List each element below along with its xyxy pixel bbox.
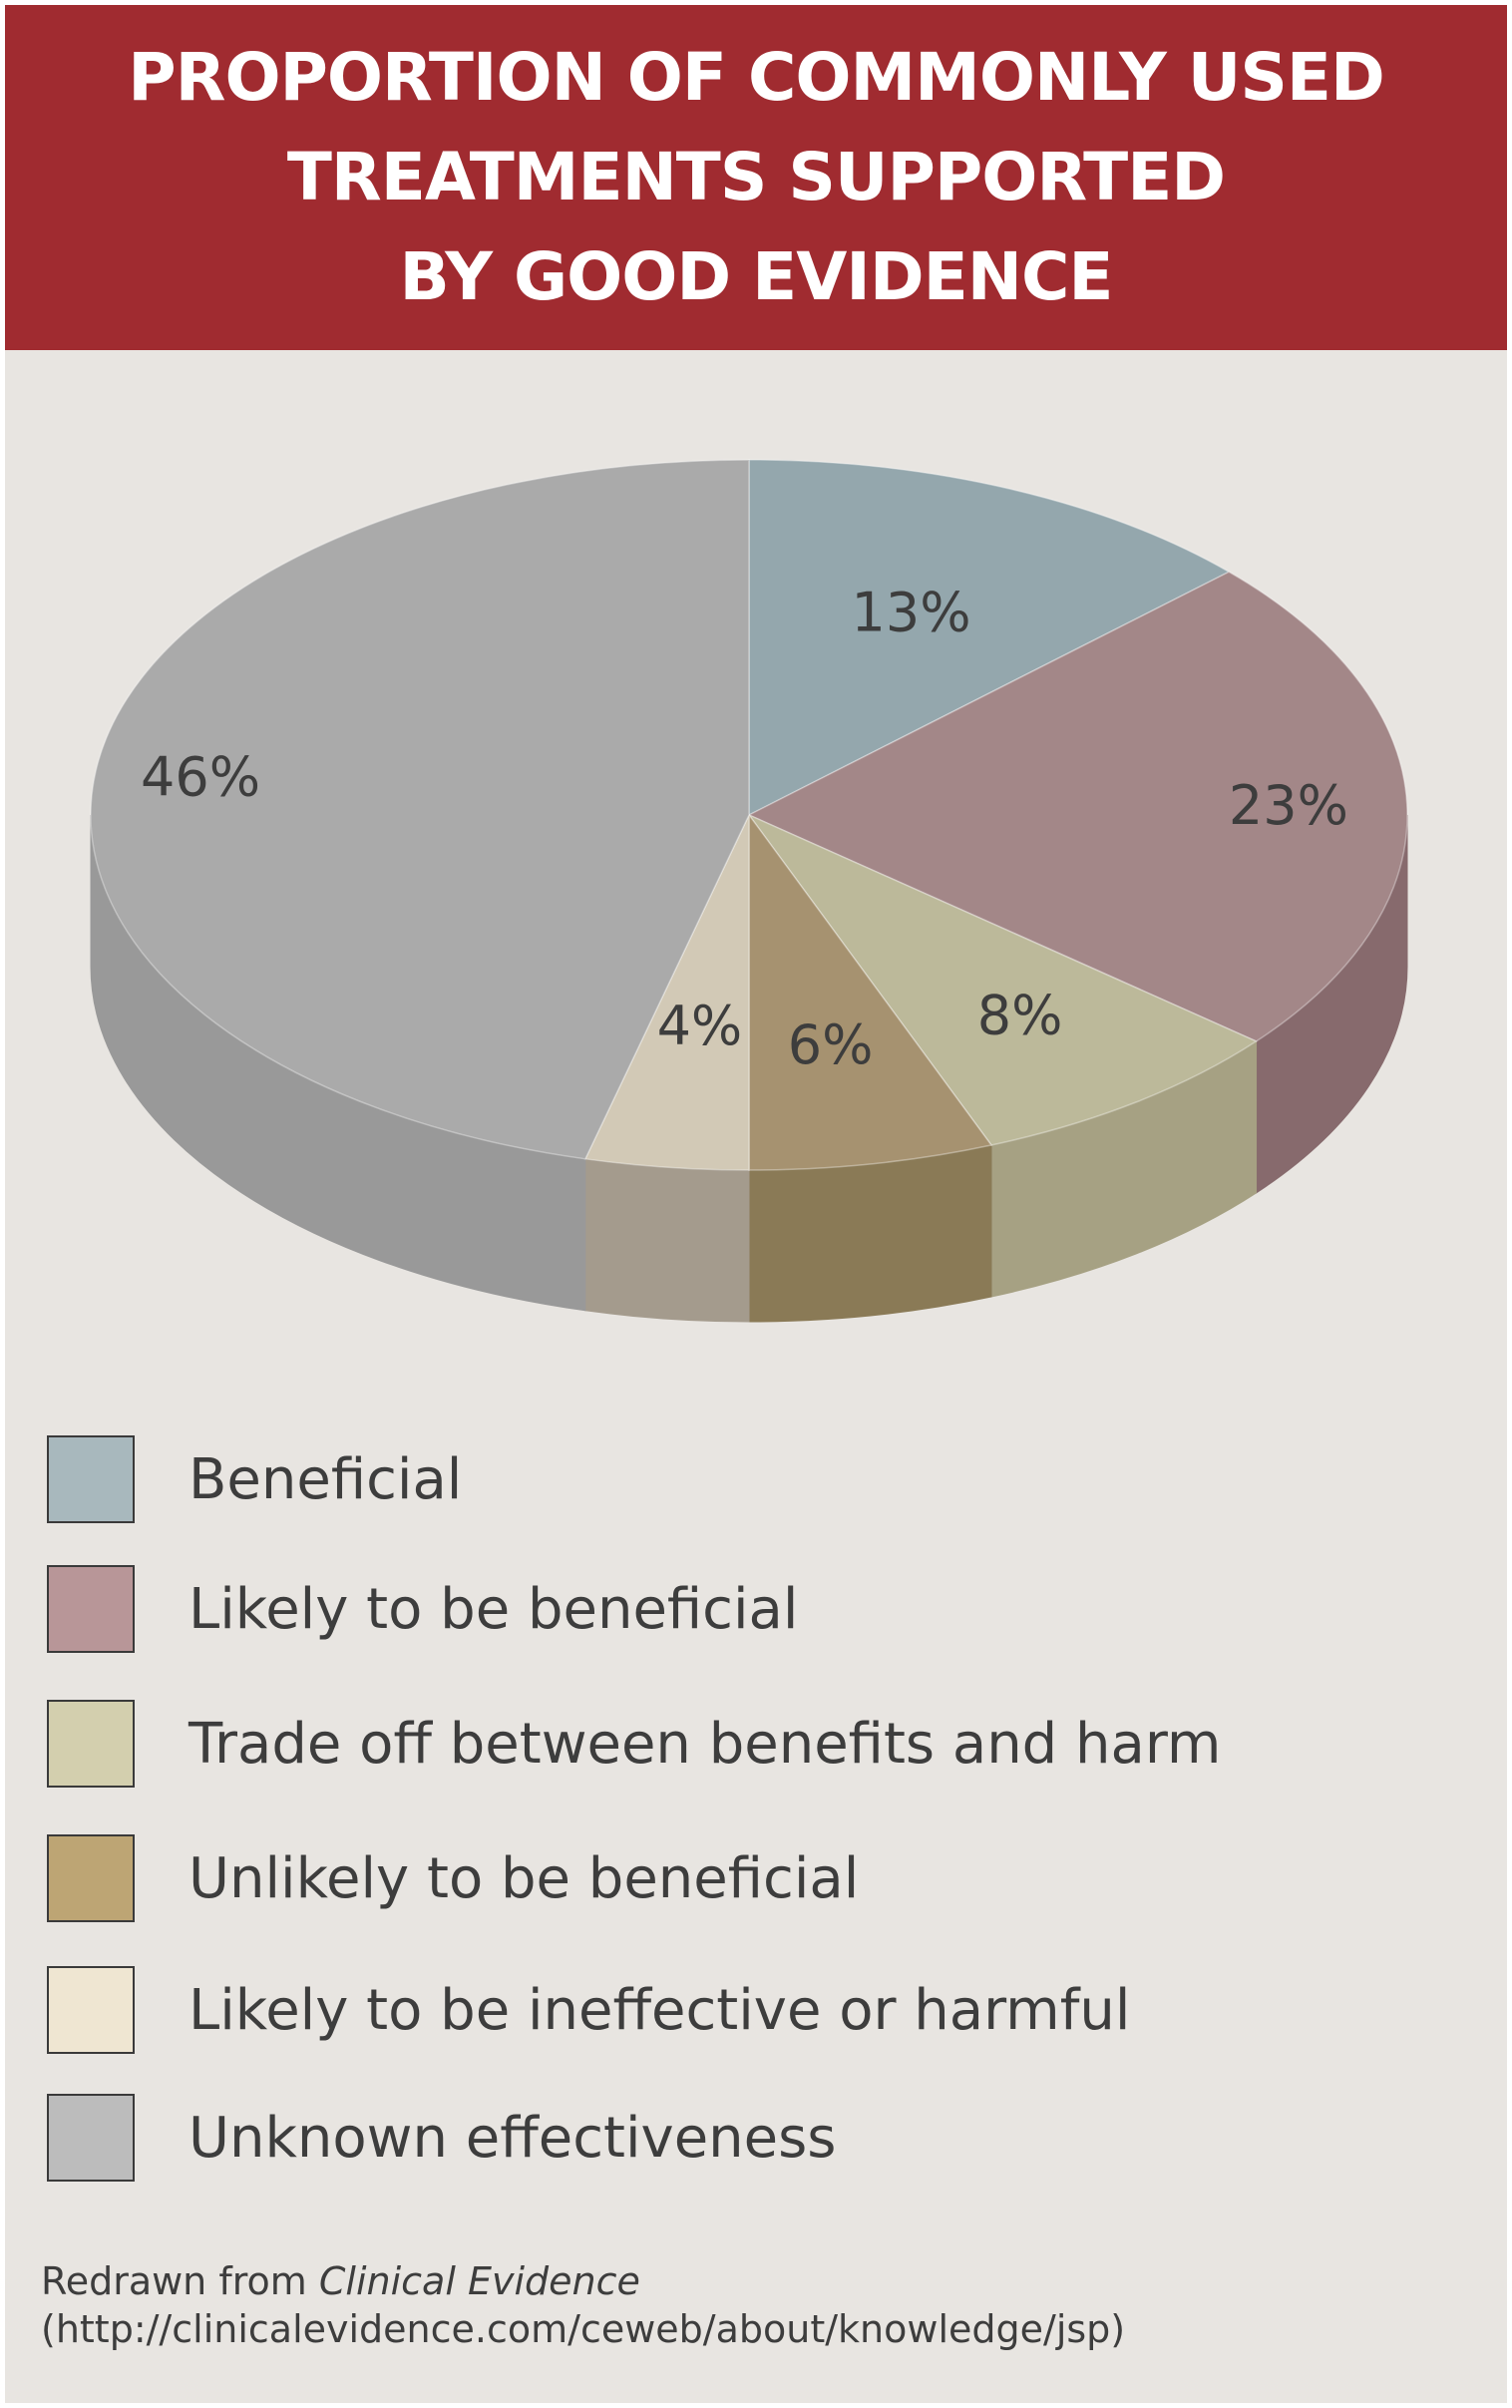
legend-item-unknown: Unknown effectiveness [47,2090,1343,2186]
title-banner: PROPORTION OF COMMONLY USED TREATMENTS S… [5,5,1507,350]
legend-swatch-trade-off [47,1700,135,1788]
legend-label-beneficial: Beneficial [189,1446,463,1512]
source-prefix: Redrawn from [41,2259,319,2303]
legend-swatch-beneficial [47,1435,135,1523]
slice-label-trade-off: 8% [977,985,1063,1047]
legend-item-trade-off: Trade off between benefits and harm [47,1696,1343,1792]
title-line-3: BY GOOD EVIDENCE [399,238,1114,315]
legend-item-unlikely-beneficial: Unlikely to be beneficial [47,1830,1343,1926]
pie-tops [90,459,1408,1171]
legend-swatch-likely-beneficial [47,1565,135,1653]
pie-chart: 13% 23% 8% 6% 4% 46% [90,459,1408,1323]
slice-label-unlikely-beneficial: 6% [788,1013,874,1076]
pie-slice-likely-beneficial [747,571,1408,1042]
slice-label-beneficial: 13% [851,581,970,643]
slice-label-unknown: 46% [141,746,260,809]
source-url: (http://clinicalevidence.com/ceweb/about… [41,2307,1126,2351]
legend-label-unlikely-beneficial: Unlikely to be beneficial [189,1845,860,1911]
pie-slice-unknown [90,459,750,1160]
legend-swatch-ineffective-harmful [47,1966,135,2054]
pie-side-ineffective-harmful [584,1158,750,1323]
source-line-1: Redrawn from Clinical Evidence [41,2257,1125,2305]
pie-slice-trade-off [746,813,1259,1146]
source-publication: Clinical Evidence [318,2259,640,2303]
slice-label-likely-beneficial: 23% [1229,774,1348,837]
pie-labels: 13% 23% 8% 6% 4% 46% [141,581,1348,1075]
legend-swatch-unknown [47,2094,135,2182]
pie-sides [90,814,1408,1323]
pie-slice-unlikely-beneficial [748,812,993,1171]
legend-item-beneficial: Beneficial [47,1431,1343,1527]
legend-item-ineffective-harmful: Likely to be ineffective or harmful [47,1962,1343,2058]
title-line-1: PROPORTION OF COMMONLY USED [128,39,1384,116]
legend-item-likely-beneficial: Likely to be beneficial [47,1561,1343,1657]
pie-side-unlikely-beneficial [748,1144,992,1323]
pie-slice-ineffective-harmful [583,814,750,1171]
legend-swatch-unlikely-beneficial [47,1834,135,1922]
pie-slice-beneficial [748,459,1231,817]
title-line-2: TREATMENTS SUPPORTED [286,139,1226,215]
legend-label-trade-off: Trade off between benefits and harm [189,1711,1222,1777]
legend-label-unknown: Unknown effectiveness [189,2105,837,2171]
infographic-panel: PROPORTION OF COMMONLY USED TREATMENTS S… [5,5,1507,2403]
legend-label-likely-beneficial: Likely to be beneficial [189,1576,799,1642]
legend-label-ineffective-harmful: Likely to be ineffective or harmful [189,1977,1131,2043]
slice-label-ineffective-harmful: 4% [657,995,743,1057]
source-credit: Redrawn from Clinical Evidence (http://c… [41,2257,1125,2353]
